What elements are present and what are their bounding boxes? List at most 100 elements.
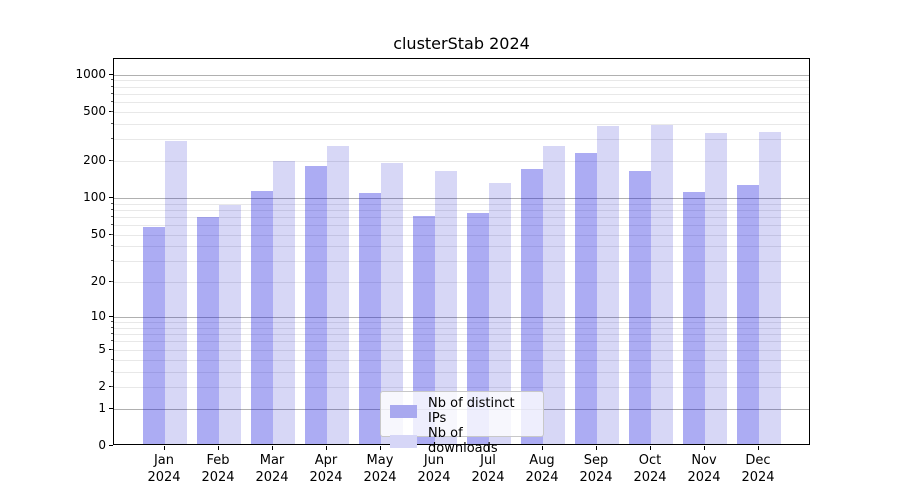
y-tick-label: 5 bbox=[98, 341, 106, 356]
x-tick-mark bbox=[326, 446, 327, 450]
y-tick-label: 20 bbox=[90, 274, 106, 289]
y-minor-tick-mark bbox=[111, 138, 113, 140]
gridline-minor bbox=[114, 123, 809, 125]
gridline-minor bbox=[114, 322, 809, 324]
bar-distinct-ips bbox=[143, 226, 165, 444]
bar-downloads bbox=[327, 145, 349, 444]
bar-distinct-ips bbox=[359, 192, 381, 444]
bar-downloads bbox=[165, 140, 187, 444]
gridline-minor bbox=[114, 209, 809, 211]
bar-distinct-ips bbox=[737, 184, 759, 444]
y-minor-tick-mark bbox=[111, 281, 113, 283]
gridline-minor bbox=[114, 282, 809, 284]
gridline-minor bbox=[114, 216, 809, 218]
gridline-minor bbox=[114, 93, 809, 95]
bar-distinct-ips bbox=[305, 166, 327, 444]
x-tick-mark bbox=[164, 446, 165, 450]
x-tick-mark bbox=[218, 446, 219, 450]
gridline-minor bbox=[114, 246, 809, 248]
y-minor-tick-mark bbox=[111, 159, 113, 161]
y-minor-tick-mark bbox=[111, 385, 113, 387]
y-minor-tick-mark bbox=[111, 202, 113, 204]
gridline-minor bbox=[114, 359, 809, 361]
y-tick-label: 50 bbox=[90, 226, 106, 241]
y-tick-mark bbox=[109, 73, 113, 75]
bar-downloads bbox=[273, 160, 295, 444]
x-tick-mark bbox=[434, 446, 435, 450]
plot-area bbox=[113, 58, 810, 445]
gridline-minor bbox=[114, 111, 809, 113]
y-tick-mark bbox=[109, 407, 113, 409]
y-minor-tick-mark bbox=[111, 79, 113, 81]
y-minor-tick-mark bbox=[111, 326, 113, 328]
gridline-minor bbox=[114, 234, 809, 236]
y-minor-tick-mark bbox=[111, 224, 113, 225]
y-minor-tick-mark bbox=[111, 260, 113, 262]
bar-distinct-ips bbox=[629, 171, 651, 444]
y-tick-label: 2 bbox=[98, 378, 106, 393]
chart-title: clusterStab 2024 bbox=[393, 34, 530, 53]
gridline-minor bbox=[114, 86, 809, 88]
x-tick-mark bbox=[758, 446, 759, 450]
x-tick-label: Sep 2024 bbox=[579, 453, 613, 485]
bar-downloads bbox=[597, 125, 619, 444]
x-tick-mark bbox=[380, 446, 381, 450]
y-minor-tick-mark bbox=[111, 245, 113, 247]
gridline-minor bbox=[114, 80, 809, 82]
bar-downloads bbox=[489, 183, 511, 444]
bar-distinct-ips bbox=[575, 152, 597, 444]
gridline-minor bbox=[114, 160, 809, 162]
legend-item-downloads: Nb of downloads bbox=[390, 426, 534, 456]
y-tick-label: 10 bbox=[90, 309, 106, 324]
y-tick-mark bbox=[109, 196, 113, 198]
x-tick-label: Apr 2024 bbox=[309, 453, 343, 485]
y-tick-mark bbox=[109, 445, 113, 446]
y-minor-tick-mark bbox=[111, 321, 113, 323]
y-minor-tick-mark bbox=[111, 233, 113, 235]
gridline-minor bbox=[114, 102, 809, 103]
legend-item-distinct-ips: Nb of distinct IPs bbox=[390, 396, 534, 426]
legend-swatch-downloads bbox=[390, 434, 417, 448]
y-tick-label: 100 bbox=[83, 189, 106, 204]
x-tick-label: Jan 2024 bbox=[147, 453, 181, 485]
x-tick-mark bbox=[704, 446, 705, 450]
legend-swatch-distinct-ips bbox=[390, 404, 417, 418]
bar-downloads bbox=[705, 133, 727, 444]
x-tick-mark bbox=[272, 446, 273, 450]
gridline-minor bbox=[114, 349, 809, 351]
x-tick-label: May 2024 bbox=[363, 453, 397, 485]
y-minor-tick-mark bbox=[111, 333, 113, 335]
y-tick-mark bbox=[109, 316, 113, 318]
x-tick-label: Aug 2024 bbox=[525, 453, 559, 485]
y-tick-label: 1000 bbox=[75, 66, 106, 81]
y-minor-tick-mark bbox=[111, 215, 113, 217]
bar-downloads bbox=[759, 132, 781, 444]
y-minor-tick-mark bbox=[111, 348, 113, 350]
x-tick-label: Feb 2024 bbox=[201, 453, 235, 485]
x-tick-label: Nov 2024 bbox=[687, 453, 721, 485]
x-tick-label: Dec 2024 bbox=[741, 453, 775, 485]
gridline-minor bbox=[114, 261, 809, 263]
bar-downloads bbox=[651, 124, 673, 444]
gridline-minor bbox=[114, 327, 809, 329]
y-minor-tick-mark bbox=[111, 101, 113, 102]
bar-distinct-ips bbox=[251, 190, 273, 444]
bar-downloads bbox=[543, 145, 565, 444]
y-tick-label: 500 bbox=[83, 103, 106, 118]
y-minor-tick-mark bbox=[111, 85, 113, 87]
x-tick-mark bbox=[488, 446, 489, 450]
gridline-minor bbox=[114, 225, 809, 226]
bar-downloads bbox=[219, 205, 241, 444]
bar-distinct-ips bbox=[521, 168, 543, 444]
gridline-minor bbox=[114, 386, 809, 388]
bar-distinct-ips bbox=[467, 212, 489, 444]
y-minor-tick-mark bbox=[111, 358, 113, 360]
gridline-major bbox=[114, 197, 809, 199]
y-tick-label: 200 bbox=[83, 152, 106, 167]
gridline-major bbox=[114, 74, 809, 76]
y-minor-tick-mark bbox=[111, 208, 113, 210]
y-minor-tick-mark bbox=[111, 92, 113, 94]
gridline-minor bbox=[114, 203, 809, 205]
legend-label-downloads: Nb of downloads bbox=[428, 426, 498, 456]
